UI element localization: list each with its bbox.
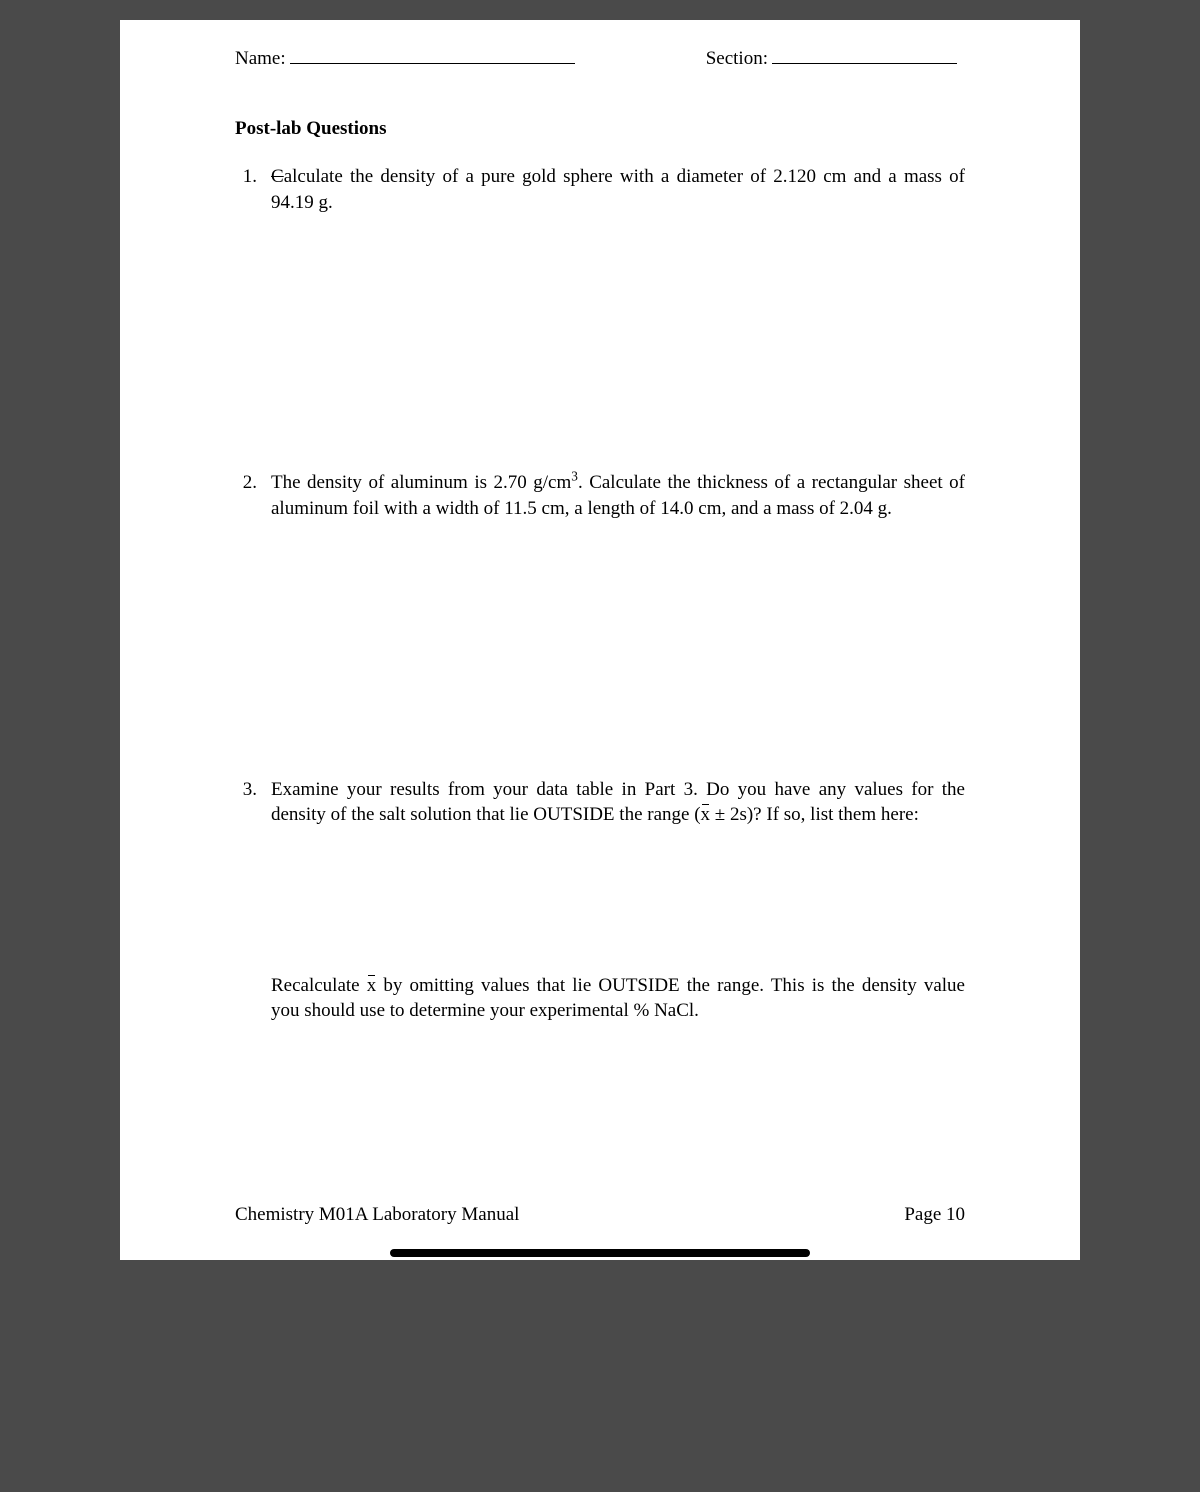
struck-letter: C <box>271 166 284 187</box>
section-blank-line <box>772 63 957 64</box>
question-1-body: alculate the density of a pure gold sphe… <box>271 166 965 213</box>
section-field: Section: <box>706 48 957 70</box>
name-field: Name: <box>235 48 575 70</box>
header-row: Name: Section: <box>235 48 965 70</box>
bottom-handle-bar <box>390 1249 810 1257</box>
question-3-number: 3. <box>235 777 271 828</box>
footer-left: Chemistry M01A Laboratory Manual <box>235 1204 519 1226</box>
question-3-body-b: ± 2s)? If so, list them here: <box>710 804 919 825</box>
name-blank-line <box>290 63 575 64</box>
footer-right: Page 10 <box>904 1204 965 1226</box>
question-3: 3. Examine your results from your data t… <box>235 777 965 828</box>
question-3-part2: Recalculate x by omitting values that li… <box>271 973 965 1024</box>
question-2-number: 2. <box>235 470 271 521</box>
x-bar-symbol: x <box>701 802 711 828</box>
bottom-bar-wrap <box>120 1249 1080 1260</box>
page-footer: Chemistry M01A Laboratory Manual Page 10 <box>235 1204 965 1226</box>
question-3-part2-a: Recalculate <box>271 975 367 996</box>
document-page: Name: Section: Post-lab Questions 1. Cal… <box>120 20 1080 1260</box>
section-title: Post-lab Questions <box>235 118 965 140</box>
name-label: Name: <box>235 48 286 70</box>
superscript-3: 3 <box>571 469 578 484</box>
question-3-text: Examine your results from your data tabl… <box>271 777 965 828</box>
question-1: 1. Calculate the density of a pure gold … <box>235 164 965 215</box>
question-1-number: 1. <box>235 164 271 215</box>
x-bar-symbol-2: x <box>367 973 377 999</box>
question-2: 2. The density of aluminum is 2.70 g/cm3… <box>235 470 965 521</box>
question-2-body-a: The density of aluminum is 2.70 g/cm <box>271 472 571 493</box>
section-label: Section: <box>706 48 768 70</box>
question-1-text: Calculate the density of a pure gold sph… <box>271 164 965 215</box>
question-2-text: The density of aluminum is 2.70 g/cm3. C… <box>271 470 965 521</box>
